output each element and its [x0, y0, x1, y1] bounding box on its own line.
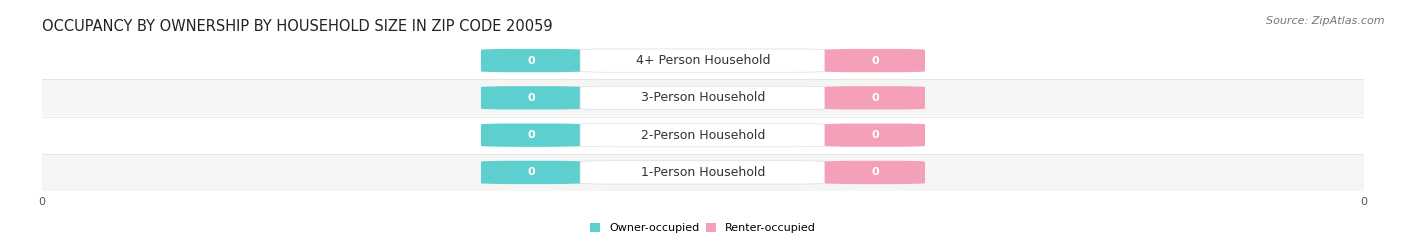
FancyBboxPatch shape [481, 49, 582, 72]
FancyBboxPatch shape [481, 161, 582, 184]
FancyBboxPatch shape [824, 86, 925, 110]
Text: 2-Person Household: 2-Person Household [641, 129, 765, 142]
Text: 0: 0 [870, 168, 879, 177]
FancyBboxPatch shape [581, 123, 825, 147]
Text: 1-Person Household: 1-Person Household [641, 166, 765, 179]
Text: 0: 0 [527, 93, 536, 103]
Text: 0: 0 [870, 56, 879, 65]
Bar [42, 79, 1364, 116]
FancyBboxPatch shape [581, 49, 825, 72]
Text: 0: 0 [527, 130, 536, 140]
Text: 4+ Person Household: 4+ Person Household [636, 54, 770, 67]
FancyBboxPatch shape [481, 123, 582, 147]
Text: OCCUPANCY BY OWNERSHIP BY HOUSEHOLD SIZE IN ZIP CODE 20059: OCCUPANCY BY OWNERSHIP BY HOUSEHOLD SIZE… [42, 19, 553, 34]
Bar [42, 154, 1364, 191]
FancyBboxPatch shape [581, 161, 825, 184]
Text: 3-Person Household: 3-Person Household [641, 91, 765, 104]
Text: Source: ZipAtlas.com: Source: ZipAtlas.com [1267, 16, 1385, 26]
Text: 0: 0 [870, 130, 879, 140]
Text: 0: 0 [527, 168, 536, 177]
FancyBboxPatch shape [824, 123, 925, 147]
FancyBboxPatch shape [581, 86, 825, 110]
Legend: Owner-occupied, Renter-occupied: Owner-occupied, Renter-occupied [591, 223, 815, 233]
Bar [42, 42, 1364, 79]
FancyBboxPatch shape [481, 86, 582, 110]
FancyBboxPatch shape [824, 49, 925, 72]
Text: 0: 0 [527, 56, 536, 65]
Bar [42, 116, 1364, 154]
Text: 0: 0 [870, 93, 879, 103]
FancyBboxPatch shape [824, 161, 925, 184]
